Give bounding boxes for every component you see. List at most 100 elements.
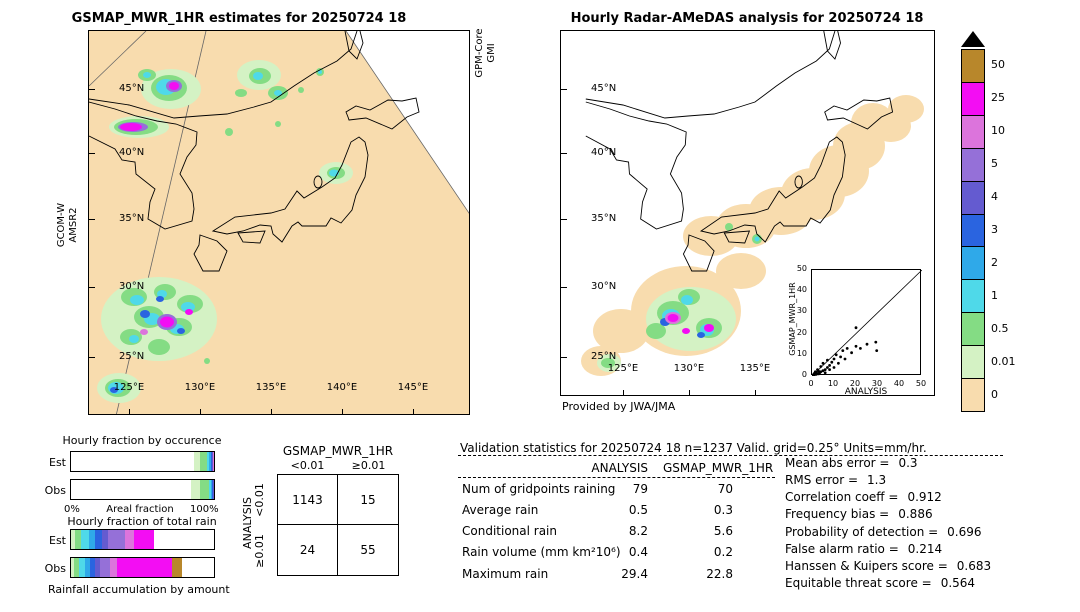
stats-analysis-value: 29.4 <box>621 567 648 581</box>
metric-label: Equitable threat score = <box>785 576 932 590</box>
stats-col-gsmap: GSMAP_MWR_1HR <box>663 461 774 475</box>
occurrence-chart-title: Hourly fraction by occurence <box>62 434 222 447</box>
totalrain-bar-obs <box>70 557 215 578</box>
bar-segment <box>206 452 210 471</box>
scatter-point <box>826 358 829 362</box>
contingency-column-axis-label: GSMAP_MWR_1HR <box>282 444 394 458</box>
inset-x-tick-label: 20 <box>849 379 861 388</box>
metric-rms-error: RMS error = 1.3 <box>785 473 886 487</box>
metric-value: 0.696 <box>947 525 982 539</box>
contingency-col-label-ge: ≥0.01 <box>351 459 386 472</box>
metric-far: False alarm ratio = 0.214 <box>785 542 942 556</box>
colorbar-segments <box>961 49 985 412</box>
colorbar-segment-50 <box>962 50 984 82</box>
occurrence-obs-label: Obs <box>44 484 66 497</box>
colorbar-segment-3 <box>962 213 984 247</box>
stats-gsmap-value: 0.3 <box>713 503 733 517</box>
scatter-point <box>832 366 836 369</box>
satellite-label-line1: GCOM-W <box>56 202 67 248</box>
scatter-point <box>854 344 858 348</box>
bar-segment <box>125 530 134 549</box>
lat-tick-mark <box>89 287 95 288</box>
axis-areal-fraction: Areal fraction <box>106 504 174 515</box>
axis-0-percent: 0% <box>64 504 80 515</box>
lat-tick-label: 35°N <box>591 213 617 224</box>
satellite-label-gcomw-amsr2: GCOM-W AMSR2 <box>55 187 81 263</box>
colorbar-segment-0.5 <box>962 312 984 346</box>
satellite-label-line2: AMSR2 <box>68 207 79 243</box>
colorbar-tick-label: 4 <box>991 190 998 203</box>
colorbar-segment-5 <box>962 147 984 181</box>
radar-amedas-map: GSMAP_MWR_1HR ANALYSIS 0 10 20 30 40 50 0 10 20 3… <box>560 30 935 396</box>
inset-x-tick-label: 50 <box>915 379 927 388</box>
lon-tick-label: 135°E <box>255 382 287 393</box>
metric-value: 0.886 <box>898 507 933 521</box>
scatter-point <box>865 342 869 346</box>
contingency-cell-00: 1143 <box>278 475 338 525</box>
bar-segment <box>110 558 118 577</box>
colorbar-segment-1 <box>962 279 984 313</box>
scatter-point <box>834 353 838 357</box>
stats-analysis-value: 0.5 <box>628 503 648 517</box>
occurrence-est-label: Est <box>49 456 66 469</box>
contingency-cell-01: 15 <box>338 475 398 525</box>
right-panel-title: Hourly Radar-AMeDAS analysis for 2025072… <box>570 11 924 26</box>
metric-label: False alarm ratio = <box>785 542 899 556</box>
lon-tick-label: 140°E <box>326 382 358 393</box>
lat-tick-mark <box>561 357 567 358</box>
bar-segment <box>95 558 101 577</box>
scatter-point <box>874 340 878 344</box>
colorbar-tick-label: 5 <box>991 157 998 170</box>
inset-scatter-graphic <box>812 270 922 376</box>
stats-row-label: Conditional rain <box>462 524 557 538</box>
lat-tick-label: 40°N <box>119 147 145 158</box>
stats-row-label: Maximum rain <box>462 567 549 581</box>
satellite-label-gpmcore-gmi: GPM-Core GMI <box>473 15 499 91</box>
metric-label: RMS error = <box>785 473 859 487</box>
bar-segment <box>71 452 194 471</box>
lon-tick-mark <box>271 409 272 414</box>
data-credit: Provided by JWA/JMA <box>562 400 676 413</box>
lat-tick-label: 30°N <box>119 281 145 292</box>
scatter-point <box>823 371 827 375</box>
scatter-point <box>839 355 842 359</box>
metric-value: 0.3 <box>898 456 918 470</box>
stats-analysis-value: 79 <box>632 482 648 496</box>
colorbar-tick-label: 0.5 <box>991 322 1009 335</box>
colorbar-labels: 50 25 10 5 4 3 2 1 0.5 0.01 0 <box>991 49 1031 412</box>
lat-tick-label: 45°N <box>119 83 145 94</box>
lat-tick-label: 40°N <box>591 147 617 158</box>
scatter-point <box>815 371 818 375</box>
bar-segment <box>171 558 182 577</box>
bar-segment <box>71 480 192 499</box>
bar-segment <box>211 452 213 471</box>
bar-segment <box>84 558 91 577</box>
metric-value: 0.912 <box>907 490 942 504</box>
lon-tick-mark <box>413 409 414 414</box>
metric-ets: Equitable threat score = 0.564 <box>785 576 975 590</box>
stats-gsmap-value: 22.8 <box>706 567 733 581</box>
colorbar-tick-label: 25 <box>991 91 1005 104</box>
inset-scatter-panel: GSMAP_MWR_1HR ANALYSIS 0 10 20 30 40 50 0 10 20 3… <box>783 261 929 395</box>
lon-tick-mark <box>129 409 130 414</box>
scatter-point <box>828 364 831 367</box>
metric-label: Correlation coeff = <box>785 490 899 504</box>
colorbar-segment-0 <box>962 378 984 411</box>
axis-100-percent: 100% <box>190 504 219 515</box>
inset-x-tick-label: 30 <box>871 379 883 388</box>
occurrence-bar-obs <box>70 479 215 500</box>
metric-label: Probability of detection = <box>785 525 939 539</box>
lat-tick-label: 25°N <box>591 351 617 362</box>
lat-tick-label: 35°N <box>119 213 145 224</box>
inset-x-tick-label: 0 <box>808 379 814 388</box>
stats-row-label: Average rain <box>462 503 539 517</box>
metric-value: 0.564 <box>940 576 976 590</box>
lat-tick-mark <box>89 153 95 154</box>
inset-plot-box <box>811 269 922 376</box>
contingency-cell-10: 24 <box>278 525 338 575</box>
bar-segment <box>74 530 81 549</box>
occurrence-bar-est <box>70 451 215 472</box>
bar-segment <box>78 558 85 577</box>
accumulation-label: Rainfall accumulation by amount <box>48 583 230 596</box>
identity-line <box>812 270 922 376</box>
